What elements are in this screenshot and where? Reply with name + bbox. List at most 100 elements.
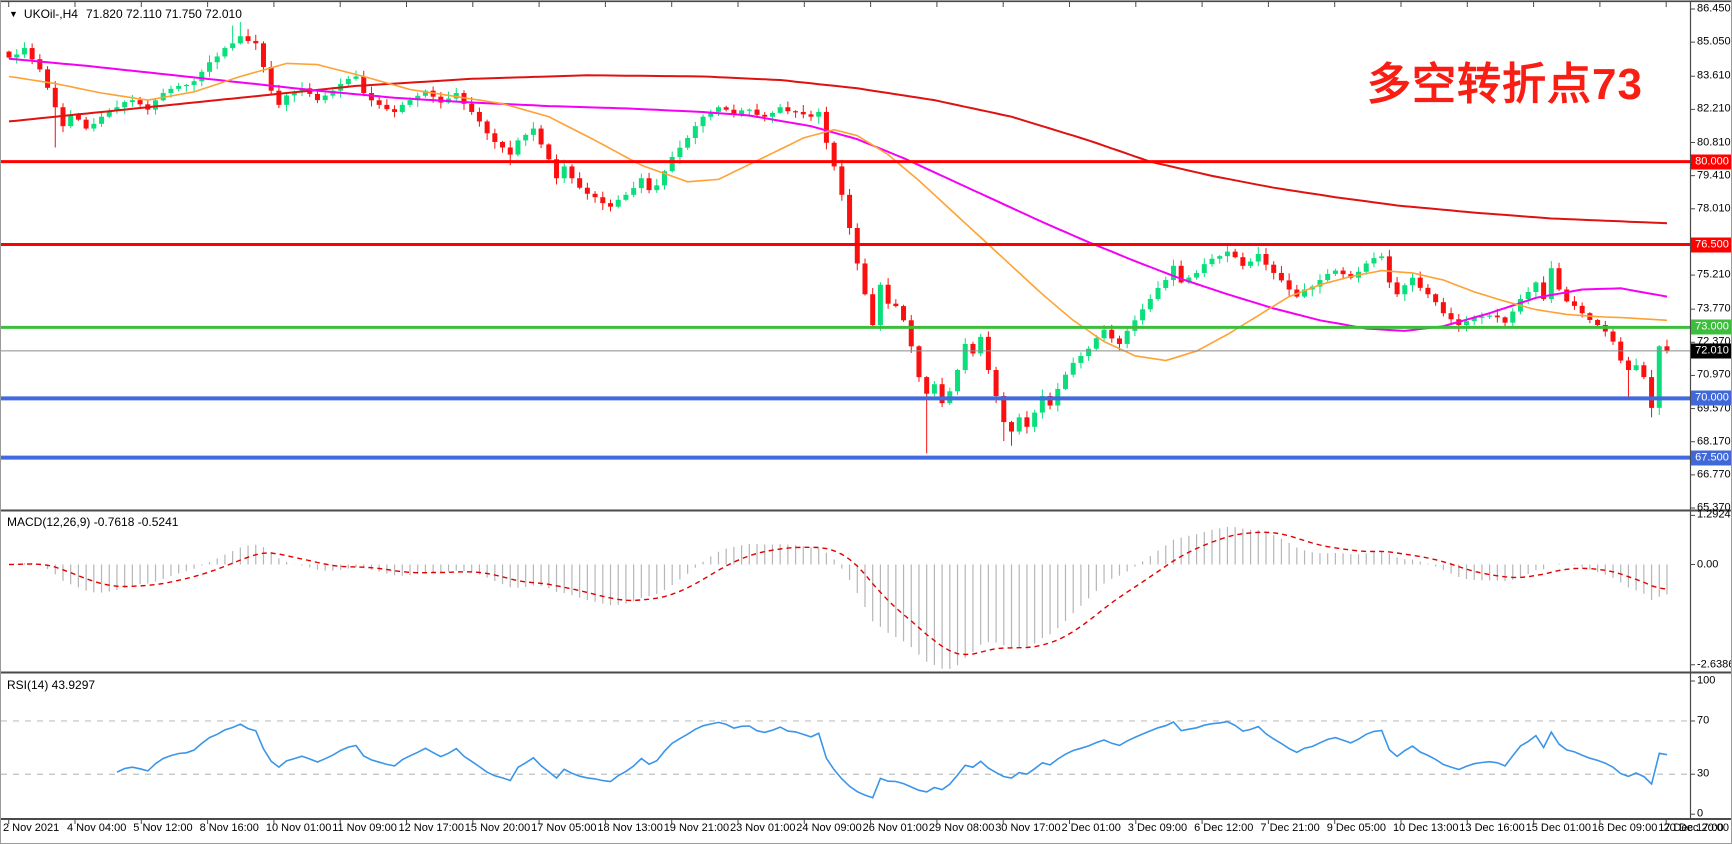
candle-body [1302, 289, 1308, 297]
candle-body [384, 104, 390, 110]
candle-body [1194, 272, 1200, 278]
time-axis-label: 17 Nov 05:00 [531, 822, 597, 834]
macd-layer [8, 526, 1668, 669]
price-axis-label: 85.050 [1697, 35, 1731, 48]
time-axis-label: 26 Nov 01:00 [862, 822, 929, 834]
time-axis-label: 12 Nov 17:00 [398, 822, 464, 834]
candle-body [754, 109, 760, 115]
candle-body [577, 178, 583, 188]
candle-body [847, 194, 853, 228]
candle-body [299, 88, 305, 92]
macd-indicator-label: MACD(12,26,9) -0.7618 -0.5241 [7, 515, 179, 529]
candle-body [1132, 320, 1138, 331]
ma-slow-red [8, 74, 1668, 225]
candle-body [353, 76, 359, 79]
candle-body [75, 114, 81, 120]
candle-body [530, 128, 536, 135]
candle-body [214, 56, 220, 63]
candle-body [893, 303, 899, 307]
candle-body [1525, 291, 1531, 299]
candle-body [777, 107, 783, 113]
price-axis-label: 82.210 [1697, 102, 1731, 115]
candle-body [1116, 338, 1122, 344]
candle-body [291, 91, 297, 96]
candle-body [507, 147, 513, 155]
candle-body [546, 144, 552, 160]
candle-body [1664, 346, 1670, 351]
candle-body [877, 284, 883, 326]
candle-body [1371, 258, 1377, 264]
time-axis-label: 3 Dec 09:00 [1127, 822, 1188, 834]
candle-body [83, 119, 89, 129]
price-level-box-80.000: 80.000 [1691, 154, 1731, 170]
candle-body [870, 294, 876, 326]
candle-body [268, 66, 274, 91]
time-axis-label: 8 Nov 16:00 [199, 822, 259, 834]
time-axis-label: 15 Nov 20:00 [464, 822, 531, 834]
candle-body [492, 133, 498, 142]
candle-body [1317, 280, 1323, 287]
candle-body [939, 384, 945, 404]
time-axis-label: 16 Dec 09:00 [1591, 822, 1658, 834]
candle-body [52, 87, 58, 108]
candle-body [1232, 251, 1238, 258]
candle-body [207, 62, 213, 72]
time-axis-label: 23 Nov 01:00 [730, 822, 796, 834]
candle-body [368, 93, 374, 101]
time-axis-label: 18 Nov 13:00 [597, 822, 663, 834]
time-axis-label: 29 Nov 08:00 [928, 822, 995, 834]
candle-body [608, 203, 614, 207]
candle-body [661, 171, 667, 186]
candle-body [1510, 311, 1516, 323]
time-axis-label: 9 Dec 05:00 [1326, 822, 1387, 834]
price-axis-label: 75.210 [1697, 268, 1731, 281]
candle-body [245, 36, 251, 41]
price-level-box-72.010: 72.010 [1691, 343, 1731, 359]
candle-body [692, 126, 698, 139]
candle-body [677, 147, 683, 157]
candle-body [862, 263, 868, 295]
candle-body [1579, 305, 1585, 314]
candle-body [785, 107, 791, 112]
candle-body [469, 103, 475, 112]
candle-body [708, 111, 714, 117]
candle-body [1541, 282, 1547, 299]
candle-body [1278, 272, 1284, 281]
moving-averages-layer [8, 57, 1668, 362]
candle-body [422, 90, 428, 96]
candle-body [731, 109, 737, 115]
candle-body [237, 36, 243, 44]
rsi-line [116, 720, 1668, 799]
price-axis-label: 69.570 [1697, 402, 1731, 415]
candle-body [1186, 277, 1192, 283]
candle-body [500, 141, 506, 148]
candle-body [885, 284, 891, 304]
symbol-dropdown-icon[interactable]: ▼ [9, 9, 18, 19]
candle-body [438, 96, 444, 103]
candle-body [600, 197, 606, 204]
price-axis-label: 68.170 [1697, 435, 1731, 448]
candle-body [392, 109, 398, 112]
candle-body [523, 134, 529, 141]
candle-body [407, 100, 413, 105]
candle-body [29, 48, 35, 60]
price-level-box-76.500: 76.500 [1691, 237, 1731, 253]
candle-body [1178, 265, 1184, 283]
candle-body [831, 142, 837, 167]
candle-body [1101, 329, 1107, 339]
candle-body [723, 107, 729, 110]
candle-body [638, 178, 644, 189]
candle-body [1086, 348, 1092, 357]
candle-body [191, 81, 197, 85]
candle-body [1217, 256, 1223, 259]
candle-body [176, 85, 182, 89]
candle-body [1625, 360, 1631, 370]
candle-body [924, 377, 930, 394]
candle-body [901, 306, 907, 321]
candle-body [122, 102, 128, 108]
candle-body [739, 110, 745, 115]
candle-body [1425, 287, 1431, 295]
candle-body [99, 116, 105, 124]
candle-body [962, 343, 968, 370]
